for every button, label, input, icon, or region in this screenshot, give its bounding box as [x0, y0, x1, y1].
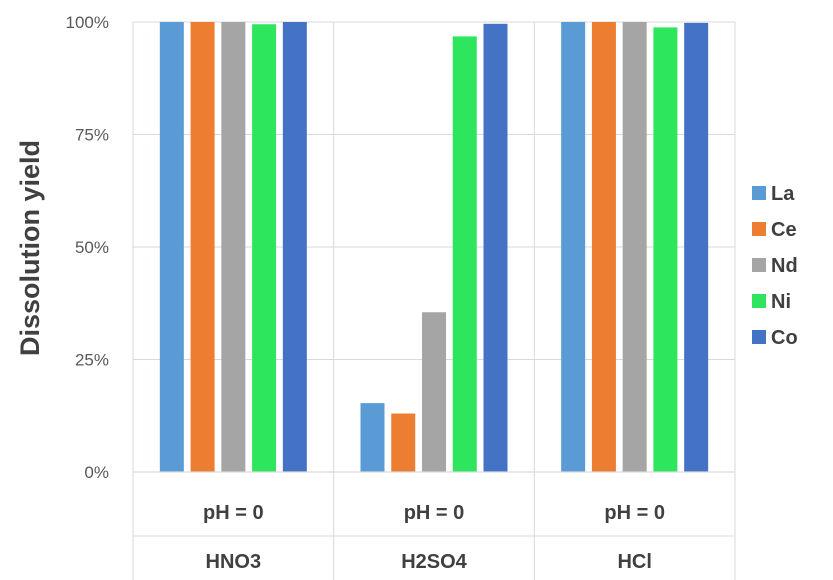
axes	[132, 22, 736, 580]
legend-label: Ce	[771, 219, 797, 241]
category-condition-label: pH = 0	[604, 502, 665, 524]
bar-ce-h2so4	[391, 413, 416, 472]
legend-swatch-nd	[752, 258, 766, 272]
y-tick-label: 100%	[66, 13, 109, 32]
category-labels: pH = 0 HNO3 pH = 0 H2SO4 pH = 0 HCl	[203, 502, 665, 573]
legend-swatch-la	[752, 186, 766, 200]
bar-nd-hcl	[622, 22, 647, 472]
category-acid-label: HCl	[617, 551, 651, 573]
category-acid-label: HNO3	[206, 551, 262, 573]
category-acid-label: H2SO4	[401, 551, 467, 573]
bar-co-hcl	[684, 22, 709, 473]
bar-la-hcl	[561, 22, 586, 472]
y-tick-label: 0%	[84, 463, 109, 482]
category-condition-label: pH = 0	[404, 502, 465, 524]
bar-la-hno3	[159, 22, 184, 472]
legend-label: Nd	[771, 255, 798, 277]
bars	[159, 22, 709, 473]
bar-nd-hno3	[221, 22, 246, 472]
y-tick-label: 75%	[75, 126, 109, 145]
y-tick-label: 50%	[75, 238, 109, 257]
bar-ni-h2so4	[452, 36, 477, 473]
bar-ni-hno3	[252, 24, 277, 472]
y-tick-labels: 0% 25% 50% 75% 100%	[66, 13, 109, 482]
legend-swatch-co	[752, 330, 766, 344]
bar-ni-hcl	[653, 27, 678, 473]
bar-la-h2so4	[360, 403, 385, 472]
category-condition-label: pH = 0	[203, 502, 264, 524]
y-tick-label: 25%	[75, 351, 109, 370]
bar-ce-hcl	[591, 22, 616, 472]
legend-label: Co	[771, 327, 798, 349]
bar-ce-hno3	[190, 22, 215, 472]
bar-nd-h2so4	[422, 312, 446, 472]
legend-label: La	[771, 183, 795, 205]
legend-swatch-ce	[752, 222, 766, 236]
legend-label: Ni	[771, 291, 791, 313]
bar-co-h2so4	[483, 23, 508, 473]
legend: La Ce Nd Ni Co	[752, 183, 798, 349]
bar-co-hno3	[282, 22, 307, 472]
legend-swatch-ni	[752, 294, 766, 308]
y-axis-label: Dissolution yield	[15, 140, 45, 356]
